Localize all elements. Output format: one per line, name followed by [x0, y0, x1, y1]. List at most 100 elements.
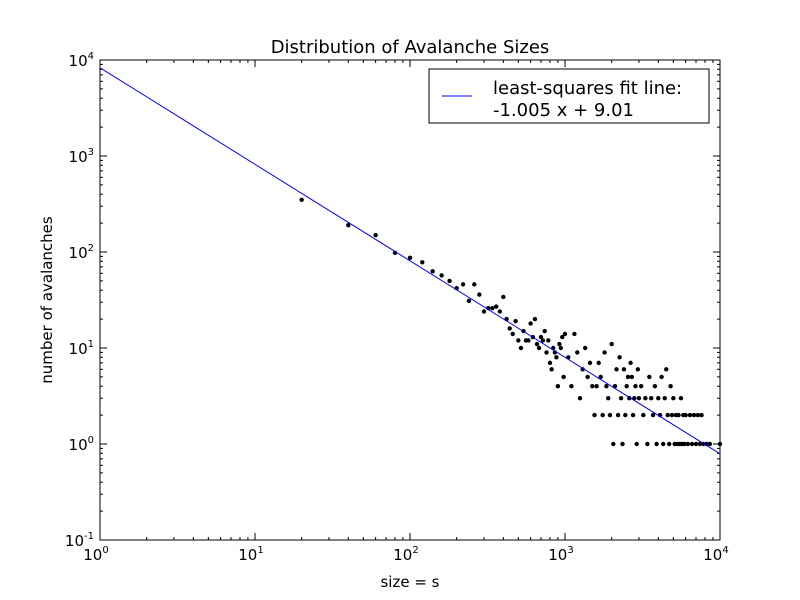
minor-ticks — [100, 60, 720, 540]
data-point — [592, 412, 597, 418]
data-point — [635, 367, 641, 372]
data-point — [518, 345, 524, 351]
data-point — [666, 441, 672, 447]
data-point — [526, 338, 531, 343]
data-point — [547, 360, 553, 366]
data-point — [618, 395, 624, 401]
data-point — [507, 326, 512, 331]
data-point — [490, 305, 495, 311]
y-tick-base: 10 — [69, 436, 88, 454]
data-point — [569, 384, 574, 389]
data-point — [668, 384, 673, 389]
data-point — [481, 309, 487, 314]
fit-line — [99, 67, 721, 455]
chart-title: Distribution of Avalanche Sizes — [271, 37, 550, 58]
y-tick-exponent: 1 — [88, 339, 94, 350]
data-point — [590, 384, 595, 389]
data-point — [617, 355, 622, 360]
y-tick-base: 10 — [69, 340, 88, 358]
data-point — [501, 294, 506, 300]
data-point — [650, 412, 656, 418]
data-point — [683, 412, 688, 418]
data-point — [594, 384, 599, 389]
data-point — [460, 282, 466, 287]
data-point — [510, 331, 515, 337]
data-point — [555, 384, 561, 389]
data-point — [602, 350, 607, 355]
major-ticks — [99, 59, 721, 541]
data-point — [669, 412, 675, 418]
legend-label-line1: least-squares fit line: — [493, 78, 682, 99]
data-point — [546, 338, 551, 343]
data-point — [607, 412, 613, 418]
plot-frame — [99, 59, 721, 541]
data-point — [532, 316, 538, 322]
data-point — [647, 374, 652, 380]
y-axis-title: number of avalanches — [38, 216, 56, 384]
data-point — [516, 338, 521, 343]
data-point — [494, 304, 499, 309]
data-point — [549, 367, 554, 372]
data-point — [638, 384, 644, 389]
data-point — [528, 321, 533, 326]
data-point — [676, 412, 681, 418]
data-point — [430, 269, 435, 274]
y-tick-exponent: 0 — [88, 435, 94, 446]
data-point — [654, 441, 659, 447]
data-point — [472, 282, 477, 287]
data-point — [477, 292, 482, 297]
data-point — [575, 350, 580, 355]
data-point — [604, 384, 609, 389]
data-point — [554, 355, 559, 360]
legend-label-line2: -1.005 x + 9.01 — [493, 100, 634, 121]
y-tick-exponent: 3 — [88, 147, 94, 158]
data-point — [373, 232, 378, 238]
y-tick-base: 10 — [69, 244, 88, 262]
data-point — [649, 395, 654, 401]
y-tick-label: 102 — [69, 243, 94, 262]
data-point — [611, 441, 616, 447]
x-tick-labels: 100 101 102 103 104 — [83, 545, 728, 564]
data-point — [652, 384, 658, 389]
data-point — [633, 384, 638, 389]
y-tick-label: 103 — [69, 147, 94, 166]
data-point — [561, 374, 566, 380]
data-point — [600, 412, 605, 418]
data-point — [466, 298, 472, 304]
data-point — [665, 412, 670, 418]
y-tick-exponent: -1 — [84, 531, 94, 542]
data-point — [659, 374, 664, 380]
data-point — [699, 412, 704, 418]
data-point — [534, 341, 540, 347]
y-tick-base: 10 — [65, 532, 84, 550]
data-point — [562, 331, 568, 337]
data-point — [572, 331, 577, 337]
data-point — [598, 374, 603, 380]
data-point — [628, 360, 633, 366]
data-point — [497, 309, 503, 314]
x-tick-exponent: 1 — [257, 545, 263, 556]
data-point — [689, 441, 695, 447]
y-tick-label: 100 — [69, 435, 94, 454]
data-point — [643, 395, 648, 401]
data-point — [717, 441, 723, 447]
y-tick-base: 10 — [69, 52, 88, 70]
data-point — [687, 412, 693, 418]
data-point — [629, 374, 635, 380]
data-point — [678, 395, 684, 401]
legend: least-squares fit line: -1.005 x + 9.01 — [428, 68, 710, 124]
data-point — [695, 412, 701, 418]
data-point — [346, 223, 351, 228]
x-tick-exponent: 0 — [102, 545, 108, 556]
data-point — [682, 441, 687, 447]
y-tick-base: 10 — [69, 148, 88, 166]
data-point — [693, 441, 699, 447]
data-point — [625, 374, 631, 380]
data-point — [540, 338, 546, 343]
data-point — [447, 278, 452, 284]
x-axis-title: size = s — [380, 573, 439, 591]
data-point — [664, 367, 669, 372]
data-point — [662, 395, 667, 401]
data-point — [583, 345, 588, 351]
